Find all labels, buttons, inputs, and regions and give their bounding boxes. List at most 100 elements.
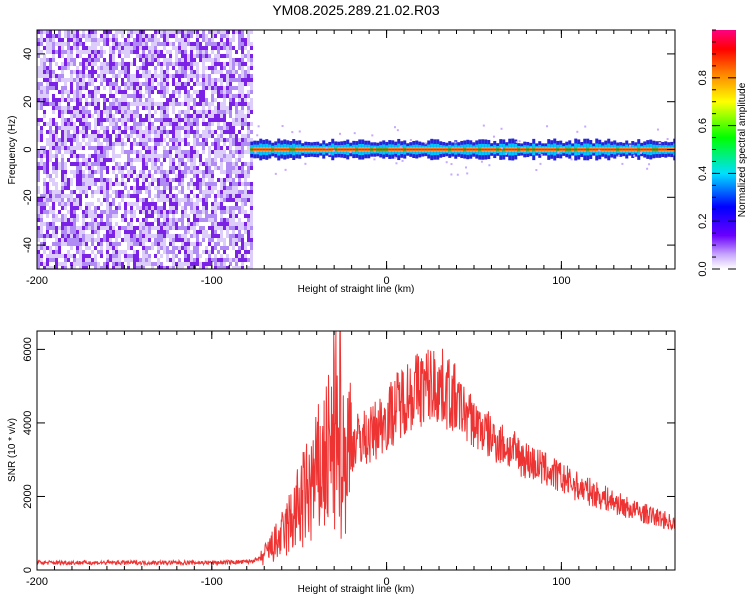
noise-cell <box>37 234 40 238</box>
noise-cell <box>157 190 160 194</box>
noise-cell <box>67 110 70 114</box>
noise-cell <box>100 50 103 54</box>
signal-peak <box>469 148 473 151</box>
noise-cell <box>211 230 214 234</box>
noise-cell <box>235 226 238 230</box>
noise-cell <box>112 198 115 202</box>
noise-cell <box>109 38 112 42</box>
noise-cell <box>127 118 130 122</box>
noise-cell <box>247 54 250 58</box>
noise-cell <box>193 242 196 246</box>
noise-cell <box>70 214 73 218</box>
noise-cell <box>250 246 253 250</box>
noise-cell <box>43 46 46 50</box>
noise-cell <box>49 254 52 258</box>
noise-cell <box>94 138 97 142</box>
noise-cell <box>61 162 64 166</box>
noise-cell <box>181 138 184 142</box>
noise-cell <box>187 170 190 174</box>
noise-cell <box>223 266 226 269</box>
noise-cell <box>37 250 40 254</box>
noise-cell <box>121 170 124 174</box>
noise-cell <box>244 134 247 138</box>
noise-cell <box>49 266 52 269</box>
noise-cell <box>91 74 94 78</box>
noise-cell <box>64 186 67 190</box>
noise-cell <box>58 194 61 198</box>
noise-cell <box>175 34 178 38</box>
signal-peak <box>322 148 326 151</box>
noise-cell <box>160 110 163 114</box>
noise-cell <box>97 234 100 238</box>
noise-cell <box>145 138 148 142</box>
noise-cell <box>178 174 181 178</box>
noise-cell <box>178 154 181 158</box>
noise-cell <box>205 158 208 162</box>
noise-cell <box>43 178 46 182</box>
noise-cell <box>250 242 253 246</box>
noise-cell <box>208 154 211 158</box>
noise-cell <box>193 262 196 266</box>
noise-cell <box>163 102 166 106</box>
noise-cell <box>247 82 250 86</box>
signal-peak <box>349 148 353 151</box>
noise-cell <box>181 190 184 194</box>
noise-cell <box>184 206 187 210</box>
noise-cell <box>214 82 217 86</box>
noise-cell <box>151 210 154 214</box>
noise-cell <box>91 170 94 174</box>
noise-cell <box>118 258 121 262</box>
noise-cell <box>211 222 214 226</box>
noise-cell <box>220 62 223 66</box>
noise-cell <box>241 198 244 202</box>
noise-cell <box>163 58 166 62</box>
noise-cell <box>109 30 112 34</box>
noise-cell <box>103 178 106 182</box>
noise-cell <box>151 198 154 202</box>
noise-cell <box>196 30 199 34</box>
noise-cell <box>109 234 112 238</box>
noise-cell <box>250 182 253 186</box>
noise-cell <box>46 198 49 202</box>
noise-cell <box>220 70 223 74</box>
noise-cell <box>205 110 208 114</box>
signal-peak <box>382 148 386 151</box>
y-tick-label: 4000 <box>22 411 34 435</box>
noise-cell <box>61 170 64 174</box>
noise-cell <box>91 190 94 194</box>
noise-cell <box>103 166 106 170</box>
noise-cell <box>139 222 142 226</box>
noise-cell <box>55 146 58 150</box>
noise-cell <box>250 266 253 269</box>
noise-cell <box>163 34 166 38</box>
noise-cell <box>175 62 178 66</box>
noise-cell <box>241 142 244 146</box>
noise-cell <box>46 186 49 190</box>
noise-cell <box>136 102 139 106</box>
signal-peak <box>637 148 641 151</box>
noise-cell <box>208 190 211 194</box>
noise-cell <box>112 242 115 246</box>
noise-cell <box>112 50 115 54</box>
noise-cell <box>250 162 253 166</box>
noise-cell <box>157 222 160 226</box>
noise-cell <box>214 30 217 34</box>
noise-cell <box>85 162 88 166</box>
noise-cell <box>220 38 223 42</box>
noise-cell <box>196 170 199 174</box>
speck <box>518 140 521 143</box>
noise-cell <box>70 62 73 66</box>
noise-cell <box>46 254 49 258</box>
noise-cell <box>154 202 157 206</box>
x-tick-label: 100 <box>552 576 570 588</box>
noise-cell <box>220 206 223 210</box>
noise-cell <box>172 94 175 98</box>
noise-cell <box>211 190 214 194</box>
noise-cell <box>235 238 238 242</box>
noise-cell <box>64 42 67 46</box>
noise-cell <box>106 222 109 226</box>
noise-cell <box>70 226 73 230</box>
signal-peak <box>454 148 458 151</box>
noise-cell <box>109 206 112 210</box>
noise-cell <box>49 34 52 38</box>
